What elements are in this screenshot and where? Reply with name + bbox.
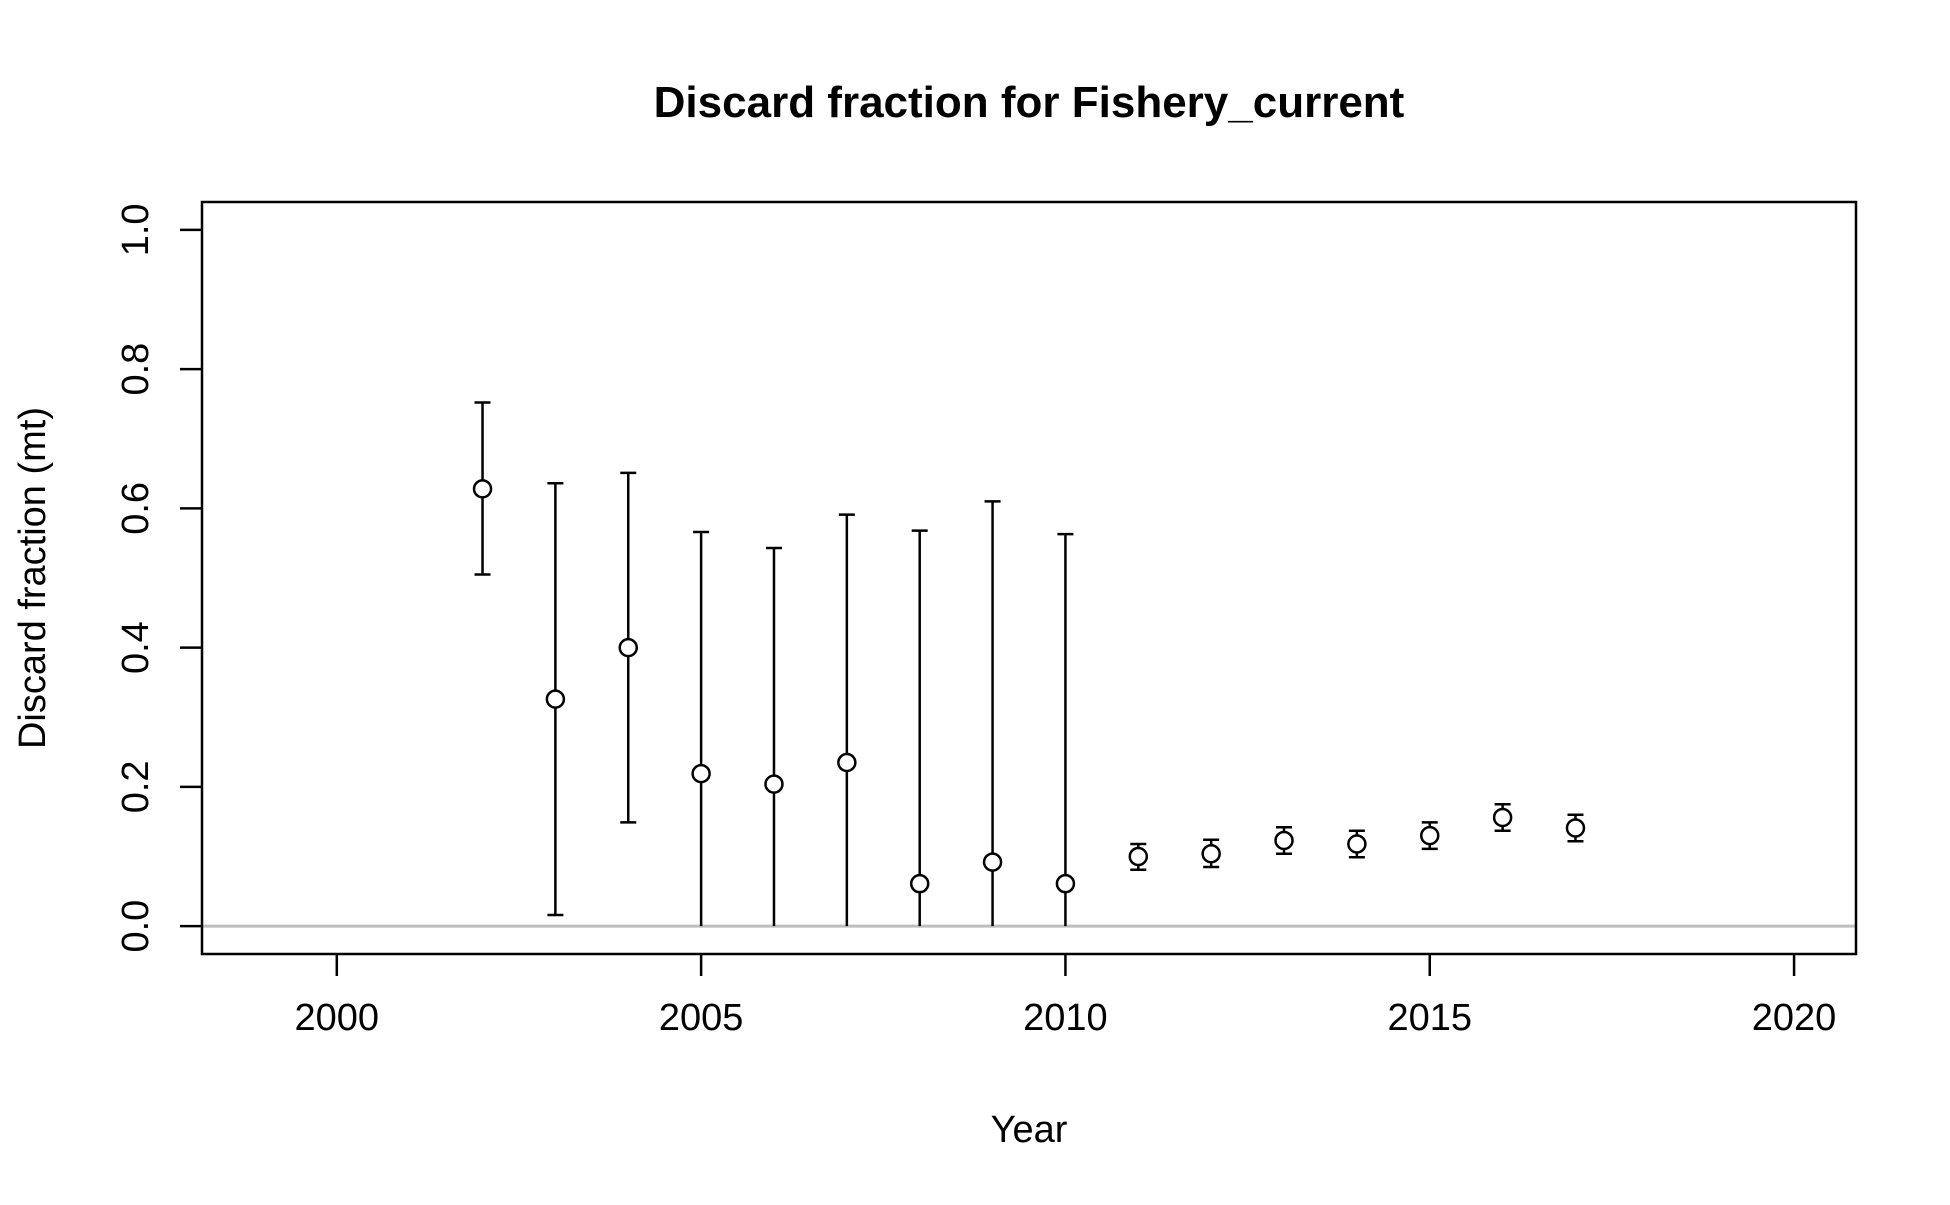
- data-point-2015: [1419, 825, 1440, 846]
- y-tick-label-1: 0.2: [115, 760, 157, 813]
- data-point-2008: [909, 873, 930, 894]
- data-point-2009: [982, 852, 1003, 872]
- data-point-2013: [1274, 830, 1294, 851]
- y-tick-label-0: 0.0: [115, 900, 157, 953]
- y-tick-label-5: 1.0: [115, 203, 157, 256]
- data-point-2002: [472, 479, 493, 499]
- x-tick-label-2020: 2020: [1752, 997, 1837, 1039]
- x-tick-label-2005: 2005: [659, 997, 744, 1039]
- data-point-2005: [691, 763, 711, 784]
- y-tick-label-3: 0.6: [115, 482, 157, 535]
- x-axis-label: Year: [991, 1109, 1068, 1151]
- x-tick-label-2000: 2000: [295, 997, 380, 1039]
- data-point-2014: [1347, 834, 1367, 854]
- y-tick-label-2: 0.4: [115, 621, 157, 674]
- chart-title: Discard fraction for Fishery_current: [654, 78, 1405, 127]
- data-point-2006: [764, 774, 784, 794]
- data-point-2011: [1128, 846, 1149, 867]
- data-point-2010: [1055, 873, 1076, 894]
- plot-area: 2000 2005 2010 2015 2020 0.0 0.2 0.4 0.6 0.8 1.0: [115, 200, 1858, 1039]
- y-tick-label-4: 0.8: [115, 343, 157, 396]
- x-tick-label-2010: 2010: [1023, 997, 1108, 1039]
- plot-frame: [200, 200, 1858, 956]
- data-point-2012: [1201, 843, 1221, 864]
- data-point-2016: [1492, 807, 1513, 828]
- x-tick-label-2015: 2015: [1387, 997, 1472, 1039]
- data-point-2007: [837, 752, 857, 773]
- y-axis-label: Discard fraction (mt): [12, 407, 54, 749]
- data-point-2003: [545, 689, 566, 709]
- data-point-2004: [618, 637, 639, 658]
- data-point-2017: [1565, 818, 1586, 838]
